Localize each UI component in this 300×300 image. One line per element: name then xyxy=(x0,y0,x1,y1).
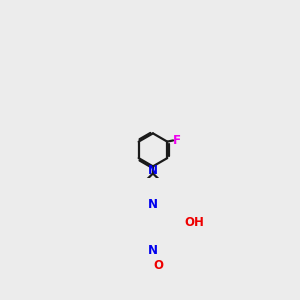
Text: N: N xyxy=(148,244,158,257)
Text: F: F xyxy=(173,134,181,147)
Polygon shape xyxy=(140,202,155,225)
Text: N: N xyxy=(148,198,158,211)
Text: N: N xyxy=(148,164,158,177)
Text: O: O xyxy=(154,259,164,272)
Polygon shape xyxy=(166,221,178,225)
Text: OH: OH xyxy=(184,216,204,230)
